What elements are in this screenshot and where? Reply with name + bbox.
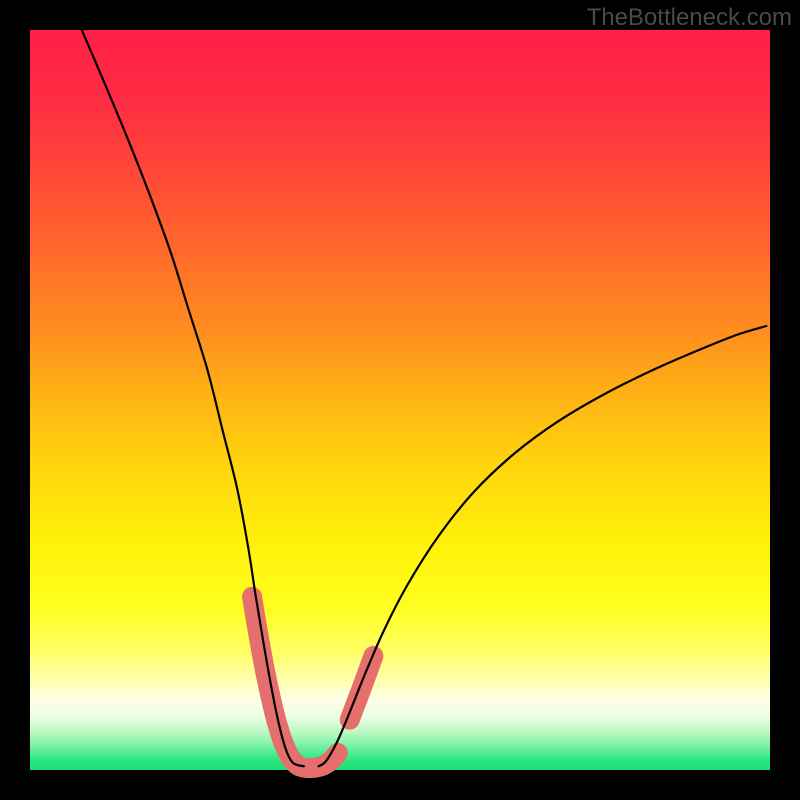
chart-stage: TheBottleneck.com	[0, 0, 800, 800]
plot-area	[30, 30, 770, 770]
watermark-text: TheBottleneck.com	[587, 4, 792, 32]
